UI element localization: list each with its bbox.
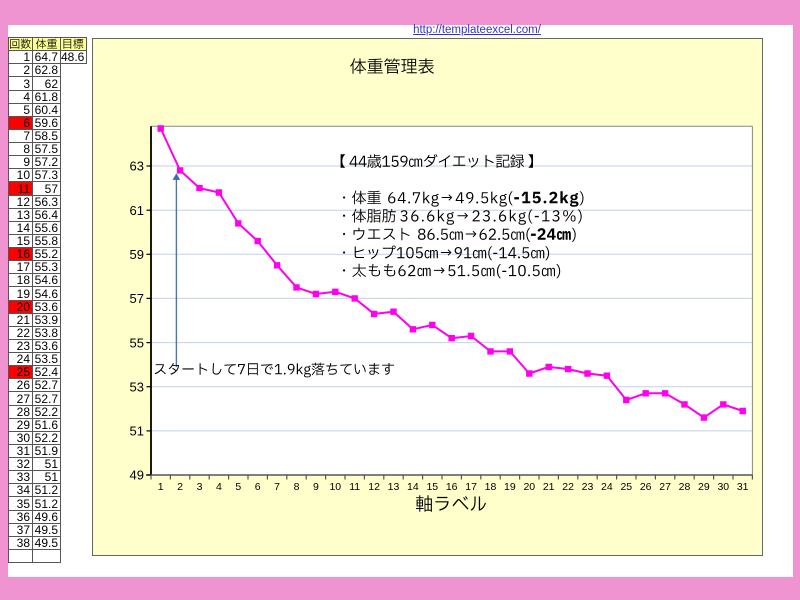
svg-text:6: 6 [255, 481, 261, 493]
svg-text:53: 53 [130, 379, 144, 394]
svg-text:27: 27 [659, 481, 671, 493]
svg-text:22: 22 [562, 481, 574, 493]
svg-text:9: 9 [313, 481, 319, 493]
svg-text:61: 61 [130, 203, 144, 218]
svg-text:51: 51 [130, 424, 144, 439]
svg-text:26: 26 [640, 481, 652, 493]
svg-text:18: 18 [485, 481, 497, 493]
svg-text:14: 14 [407, 481, 419, 493]
svg-text:63: 63 [130, 159, 144, 174]
svg-text:24: 24 [601, 481, 613, 493]
svg-text:12: 12 [368, 481, 380, 493]
svg-text:10: 10 [329, 481, 341, 493]
svg-text:4: 4 [216, 481, 222, 493]
svg-text:5: 5 [235, 481, 241, 493]
svg-text:1: 1 [158, 481, 164, 493]
svg-text:55: 55 [130, 335, 144, 350]
svg-text:21: 21 [543, 481, 555, 493]
svg-text:31: 31 [737, 481, 749, 493]
svg-text:20: 20 [523, 481, 535, 493]
svg-text:11: 11 [349, 481, 360, 493]
svg-text:23: 23 [582, 481, 594, 493]
svg-text:16: 16 [446, 481, 458, 493]
svg-text:15: 15 [426, 481, 438, 493]
svg-text:19: 19 [504, 481, 516, 493]
svg-text:17: 17 [465, 481, 477, 493]
svg-text:7: 7 [274, 481, 280, 493]
svg-text:49: 49 [130, 468, 144, 483]
svg-text:28: 28 [679, 481, 691, 493]
svg-text:25: 25 [620, 481, 632, 493]
svg-text:30: 30 [717, 481, 729, 493]
svg-text:2: 2 [177, 481, 183, 493]
svg-text:59: 59 [130, 247, 144, 262]
svg-text:3: 3 [197, 481, 203, 493]
svg-text:13: 13 [388, 481, 400, 493]
svg-text:29: 29 [698, 481, 710, 493]
svg-text:57: 57 [130, 291, 144, 306]
svg-text:8: 8 [294, 481, 300, 493]
